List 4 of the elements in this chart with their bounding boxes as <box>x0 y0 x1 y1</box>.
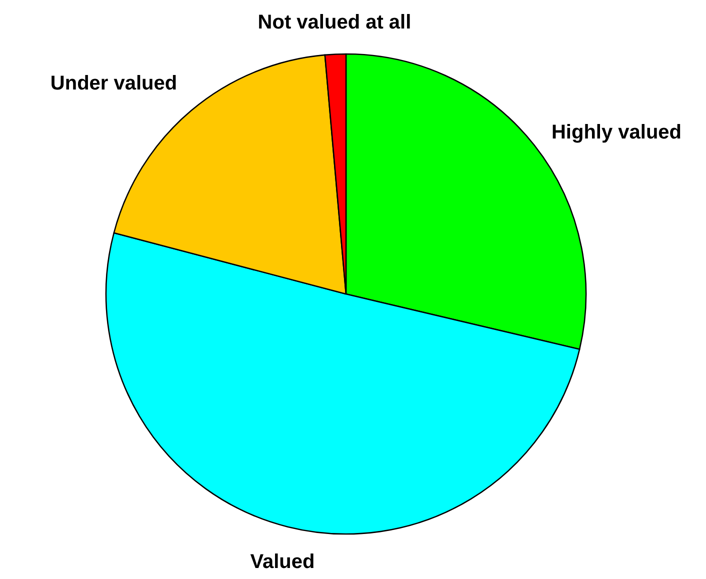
slice-label: Under valued <box>50 72 178 95</box>
slice-label: Highly valued <box>552 121 682 144</box>
slice-label: Valued <box>250 551 315 574</box>
slice-label: Not valued at all <box>258 11 412 34</box>
